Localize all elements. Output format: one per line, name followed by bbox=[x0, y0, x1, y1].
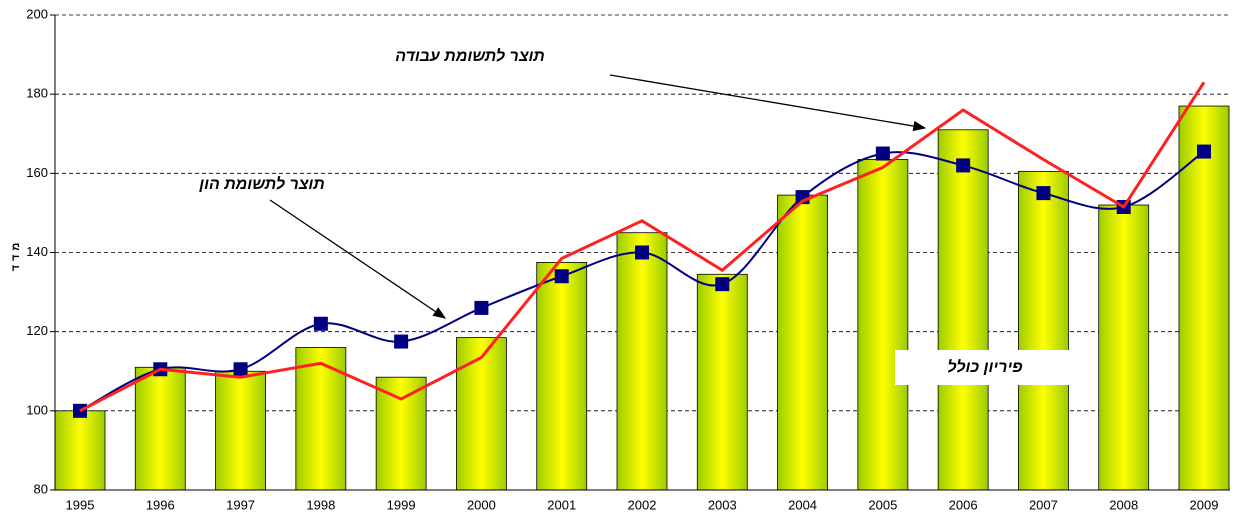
x-tick-label: 1995 bbox=[66, 497, 95, 512]
bar bbox=[215, 370, 266, 491]
y-axis-label: מדד bbox=[10, 239, 22, 272]
x-tick-label: 1998 bbox=[306, 497, 335, 512]
marker bbox=[313, 316, 328, 331]
marker bbox=[474, 300, 489, 315]
annotation: תוצר לתשומת עבודה bbox=[395, 47, 545, 65]
bar bbox=[55, 410, 106, 491]
bars bbox=[55, 105, 1230, 491]
bar bbox=[1178, 105, 1230, 491]
x-tick-label: 1997 bbox=[226, 497, 255, 512]
bar bbox=[696, 273, 748, 491]
bar bbox=[857, 159, 909, 491]
marker bbox=[715, 277, 730, 292]
y-tick-label: 160 bbox=[26, 165, 48, 180]
y-tick-label: 180 bbox=[26, 86, 48, 101]
arrow bbox=[269, 199, 447, 319]
annotation-box bbox=[895, 350, 1085, 385]
annotation: פיריון כולל bbox=[947, 358, 1023, 376]
line bbox=[79, 150, 1205, 412]
x-tick-label: 2007 bbox=[1029, 497, 1058, 512]
marker bbox=[233, 362, 248, 377]
bar bbox=[1098, 204, 1150, 491]
y-tick-label: 80 bbox=[34, 481, 48, 496]
bar bbox=[937, 129, 989, 491]
marker bbox=[956, 158, 971, 173]
y-tick-label: 140 bbox=[26, 244, 48, 259]
marker bbox=[1036, 186, 1051, 201]
bar bbox=[1018, 170, 1069, 491]
x-tick-label: 1996 bbox=[146, 497, 175, 512]
bar bbox=[456, 337, 507, 491]
x-tick-label: 2002 bbox=[628, 497, 657, 512]
y-tick-label: 200 bbox=[26, 6, 48, 21]
marker bbox=[635, 245, 649, 260]
marker bbox=[394, 334, 409, 349]
bar bbox=[375, 376, 427, 491]
x-tick-label: 2004 bbox=[788, 497, 817, 512]
x-tick-label: 1999 bbox=[387, 497, 416, 512]
marker bbox=[1197, 144, 1211, 159]
bar bbox=[295, 347, 347, 491]
x-tick-label: 2003 bbox=[708, 497, 737, 512]
lines bbox=[73, 81, 1211, 418]
x-tick-label: 2005 bbox=[868, 497, 897, 512]
x-tick-label: 2009 bbox=[1190, 497, 1219, 512]
bar bbox=[536, 261, 588, 491]
y-tick-label: 100 bbox=[26, 402, 48, 417]
bar bbox=[134, 366, 186, 491]
x-tick-label: 2008 bbox=[1109, 497, 1138, 512]
x-tick-label: 2000 bbox=[467, 497, 496, 512]
x-tick-label: 2001 bbox=[547, 497, 576, 512]
marker bbox=[554, 269, 569, 284]
bar bbox=[777, 194, 828, 491]
marker bbox=[875, 146, 890, 161]
line bbox=[79, 81, 1206, 413]
bar bbox=[616, 232, 668, 491]
x-tick-label: 2006 bbox=[949, 497, 978, 512]
y-tick-label: 120 bbox=[26, 323, 48, 338]
annotation: תוצר לתשומת הון bbox=[198, 175, 324, 193]
arrow bbox=[609, 74, 927, 132]
